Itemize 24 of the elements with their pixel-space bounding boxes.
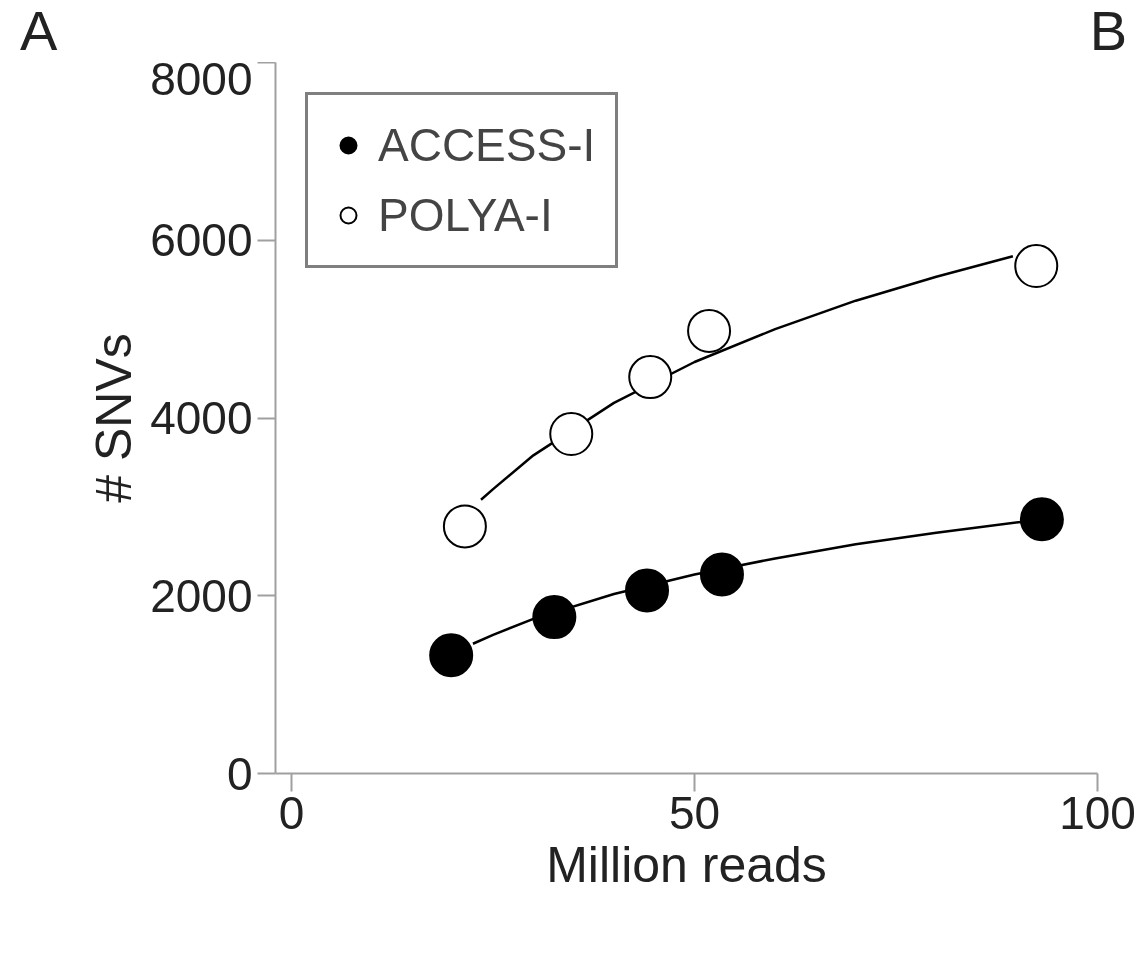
point	[625, 568, 670, 613]
point	[628, 355, 673, 400]
point	[1014, 244, 1059, 288]
point	[549, 412, 594, 456]
x-tick-label: 100	[1059, 786, 1136, 839]
legend-label: ACCESS-I	[378, 118, 596, 172]
legend-label: POLYA-I	[378, 188, 553, 242]
x-tick-label: 0	[278, 786, 305, 839]
y-axis-title: # SNVs	[86, 333, 143, 503]
point	[532, 595, 577, 640]
x-axis-title: Million reads	[546, 836, 827, 893]
point	[699, 552, 744, 597]
y-tick-label: 0	[226, 747, 253, 800]
y-tick-label: 4000	[150, 392, 253, 444]
point	[442, 504, 487, 549]
x-tick-label: 50	[668, 786, 721, 839]
text: B	[1089, 0, 1127, 62]
text: A	[20, 0, 58, 62]
point	[429, 633, 474, 678]
y-tick-label: 6000	[150, 214, 253, 267]
point	[687, 308, 732, 353]
y-tick-label: 2000	[150, 569, 253, 622]
point	[1019, 497, 1064, 542]
y-tick-label: 8000	[150, 52, 253, 105]
